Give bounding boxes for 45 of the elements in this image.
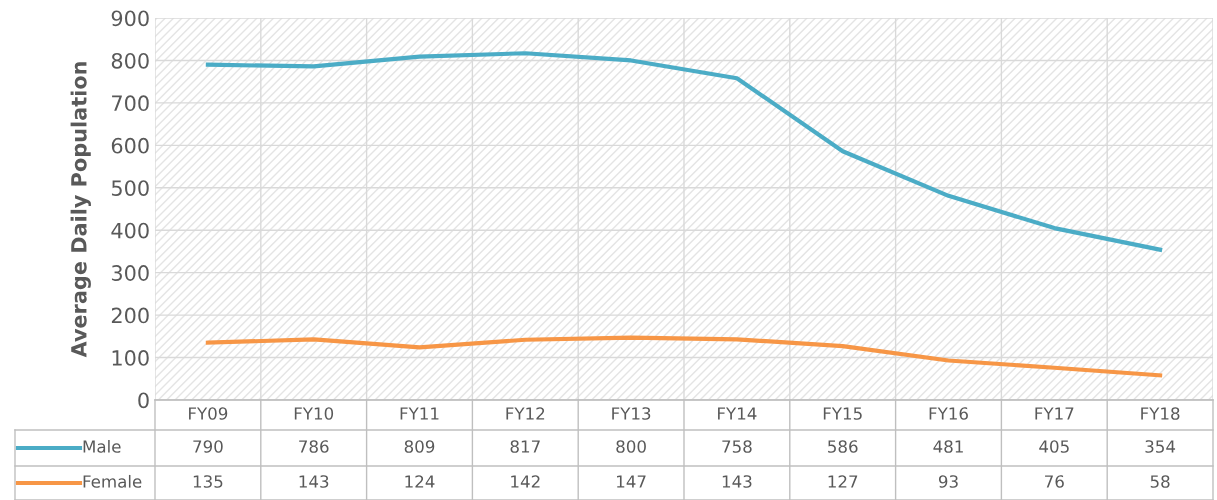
data-label: 58 [1150,475,1170,488]
x-tick-label: FY15 [823,407,862,420]
x-tick-label: FY17 [1035,407,1074,420]
line-series [205,335,1163,378]
data-label: 142 [511,475,540,488]
data-label: 147 [617,475,646,488]
data-label: 809 [404,440,435,453]
data-label: 586 [828,440,858,453]
y-tick-label: 200 [111,307,149,324]
x-tick-label: FY10 [294,407,334,420]
y-tick-label: 900 [111,10,149,27]
x-tick-label: FY12 [506,407,545,420]
y-tick-label: 100 [112,350,149,366]
data-label: 127 [828,475,858,488]
data-label: 76 [1045,475,1064,488]
data-label: 93 [938,475,958,488]
data-label: 790 [193,440,223,453]
data-label: 758 [722,440,752,453]
y-tick-label: 0 [138,392,149,409]
data-label: 800 [616,440,646,453]
x-tick-label: FY09 [189,407,228,420]
data-label: 143 [299,475,329,488]
y-tick-label: 500 [111,180,149,196]
data-label: 786 [299,440,329,453]
line-series [205,51,1163,252]
data-label: 817 [510,440,540,453]
x-tick-label: FY11 [400,407,439,420]
y-tick-label: 600 [111,137,149,154]
legend-label: Female [83,474,142,488]
data-label: 405 [1039,440,1069,453]
data-label: 143 [722,475,752,488]
data-label: 124 [405,475,435,488]
y-tick-label: 300 [111,265,149,281]
x-tick-label: FY16 [929,407,968,420]
legend-label: Male [83,439,121,453]
y-tick-label: 400 [111,222,149,239]
x-tick-label: FY13 [612,407,651,420]
data-label: 481 [933,440,963,453]
y-tick-label: 800 [111,52,149,69]
data-label: 354 [1145,440,1176,453]
x-tick-label: FY18 [1141,407,1180,420]
y-axis-title: Average Daily Population [70,62,91,358]
data-label: 135 [193,475,223,488]
y-tick-label: 700 [112,95,149,112]
x-tick-label: FY14 [718,407,757,420]
